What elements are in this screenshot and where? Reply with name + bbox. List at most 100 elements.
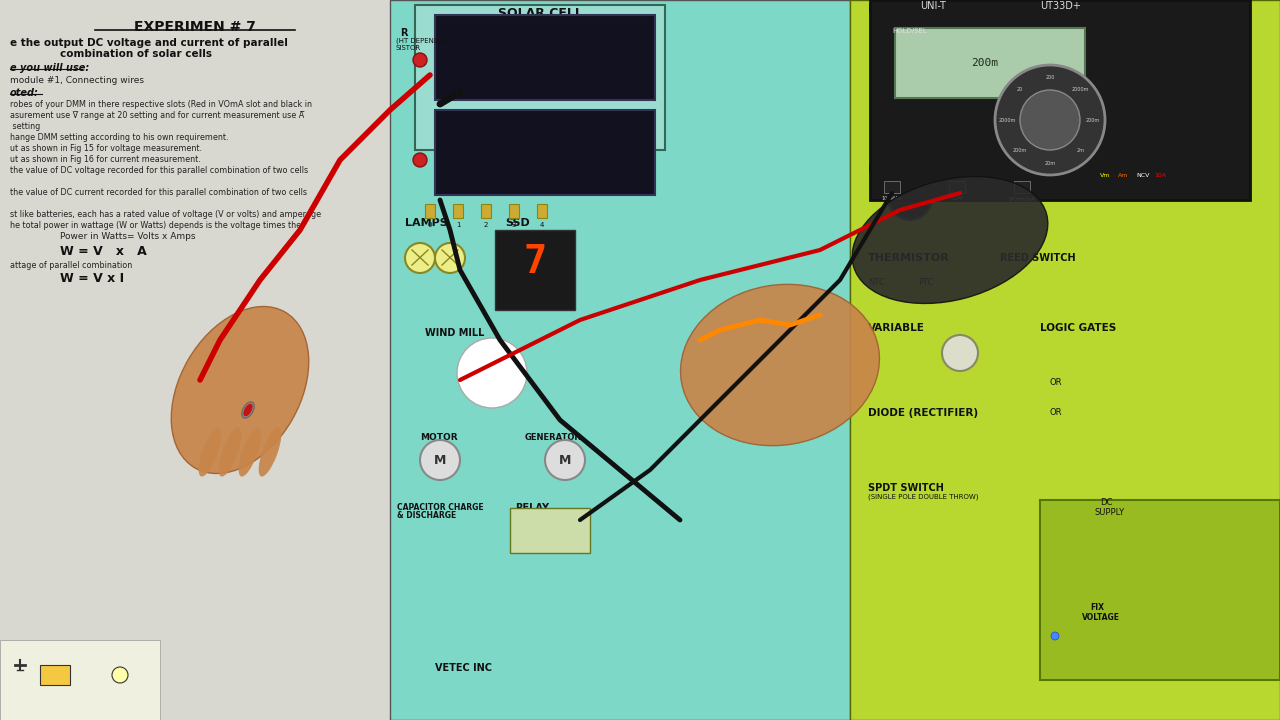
Text: UT33D+: UT33D+ [1039,1,1080,11]
Text: BUZZER: BUZZER [868,163,924,176]
Text: robes of your DMM in there respective slots (Red in VOmA slot and black in: robes of your DMM in there respective sl… [10,100,312,109]
Text: he total power in wattage (W or Watts) depends is the voltage times the: he total power in wattage (W or Watts) d… [10,221,301,230]
Text: 20: 20 [1016,87,1023,92]
Text: V/Ohm/mA: V/Ohm/mA [1009,196,1036,201]
Text: THERMISTOR: THERMISTOR [868,253,950,263]
Text: Am: Am [1117,173,1129,178]
Text: UNI-T: UNI-T [920,1,946,11]
Bar [390,0,850,720]
Circle shape [545,440,585,480]
Bar [920,115,975,135]
Text: DIODE (LED): DIODE (LED) [1039,13,1112,23]
Bar [960,70,965,90]
Bar [435,110,655,195]
Text: & DISCHARGE: & DISCHARGE [397,511,456,520]
Bar [495,230,575,310]
Text: MOTOR: MOTOR [420,433,458,442]
Text: CAPACITOR CHARGE: CAPACITOR CHARGE [397,503,484,512]
Text: 3: 3 [512,222,516,228]
Text: 2000m: 2000m [1071,87,1089,92]
Bar [931,70,934,90]
Circle shape [888,176,932,220]
Bar [40,665,70,685]
Text: OR: OR [1050,408,1062,417]
Text: attage of parallel combination: attage of parallel combination [10,261,132,270]
Text: 2m: 2m [1076,148,1084,153]
Text: 10KΩ: 10KΩ [1021,120,1042,130]
Bar [538,204,547,218]
Text: REED SWITCH: REED SWITCH [1000,253,1075,263]
Bar [960,115,965,135]
Circle shape [995,65,1105,175]
Ellipse shape [219,428,242,477]
Circle shape [1074,82,1085,94]
Text: st like batteries, each has a rated value of voltage (V or volts) and amperage: st like batteries, each has a rated valu… [10,210,321,219]
Text: 200: 200 [1046,74,1055,79]
Circle shape [942,335,978,371]
Text: ut as shown in Fig 16 for current measurement.: ut as shown in Fig 16 for current measur… [10,155,201,164]
Bar [920,70,975,90]
Bar [509,204,518,218]
Text: EXPERIMEN # 7: EXPERIMEN # 7 [134,20,256,34]
Text: 1KΩ: 1KΩ [1021,76,1038,84]
Text: 10A: 10A [1155,173,1166,178]
Bar [948,181,965,193]
Text: the value of DC current recorded for this parallel combination of two cells: the value of DC current recorded for thi… [10,188,307,197]
Text: COM: COM [951,196,963,201]
Circle shape [1074,57,1085,69]
Text: DC: DC [1100,498,1112,507]
Text: oted:: oted: [10,88,38,98]
Bar [870,0,1251,200]
Text: the value of DC voltage recorded for this parallel combination of two cells: the value of DC voltage recorded for thi… [10,166,308,175]
Text: module #1, Connecting wires: module #1, Connecting wires [10,76,145,85]
Text: ut as shown in Fig 15 for voltage measurement.: ut as shown in Fig 15 for voltage measur… [10,144,202,153]
Text: combination of solar cells: combination of solar cells [60,49,212,59]
Text: DIODE (RECTIFIER): DIODE (RECTIFIER) [868,408,978,418]
Bar [931,115,934,135]
Bar [960,25,965,45]
Ellipse shape [243,404,252,416]
Circle shape [413,153,428,167]
Ellipse shape [852,176,1048,303]
Ellipse shape [242,402,255,418]
Text: e you will use:: e you will use: [10,63,90,73]
Text: LAMPS: LAMPS [404,218,448,228]
Text: LIGHT EMITTING: LIGHT EMITTING [1039,3,1135,13]
Bar [931,25,934,45]
Ellipse shape [238,428,261,477]
Bar [425,204,435,218]
Text: W = V   x   A: W = V x A [60,245,147,258]
Text: asurement use V̅̅̅ range at 20 setting and for current measurement use A̅̅̅: asurement use V̅̅̅ range at 20 setting a… [10,111,305,120]
Text: e the output DC voltage and current of parallel: e the output DC voltage and current of p… [10,38,288,48]
Circle shape [1020,90,1080,150]
Text: FIX: FIX [1091,603,1103,612]
Bar [1039,500,1280,680]
Text: 1: 1 [456,222,461,228]
Bar [945,115,950,135]
Bar [884,181,900,193]
Text: 200m: 200m [972,58,998,68]
Text: W = V x I: W = V x I [60,272,124,285]
Bar [481,204,492,218]
Text: LED 2: LED 2 [1091,60,1110,66]
Bar [0,0,390,720]
Bar [945,25,950,45]
Text: VETEC INC: VETEC INC [435,663,492,673]
Text: 4: 4 [540,222,544,228]
Text: R: R [399,28,407,38]
Text: LOGIC GATES: LOGIC GATES [1039,323,1116,333]
Circle shape [1051,632,1059,640]
Text: hange DMM setting according to his own requirement.: hange DMM setting according to his own r… [10,133,229,142]
Text: setting: setting [10,122,40,131]
Text: LED 1: LED 1 [1091,35,1110,41]
Text: 200m: 200m [1085,117,1100,122]
Circle shape [413,53,428,67]
Text: VOLTAGE: VOLTAGE [1082,613,1120,622]
Text: 7: 7 [524,243,547,281]
Text: OR: OR [1050,378,1062,387]
Text: 0.1KΩ: 0.1KΩ [1021,30,1044,40]
Text: RESISTORS: RESISTORS [868,3,946,16]
Bar [0,640,160,720]
Text: Vm: Vm [1100,173,1110,178]
Bar [509,508,590,553]
